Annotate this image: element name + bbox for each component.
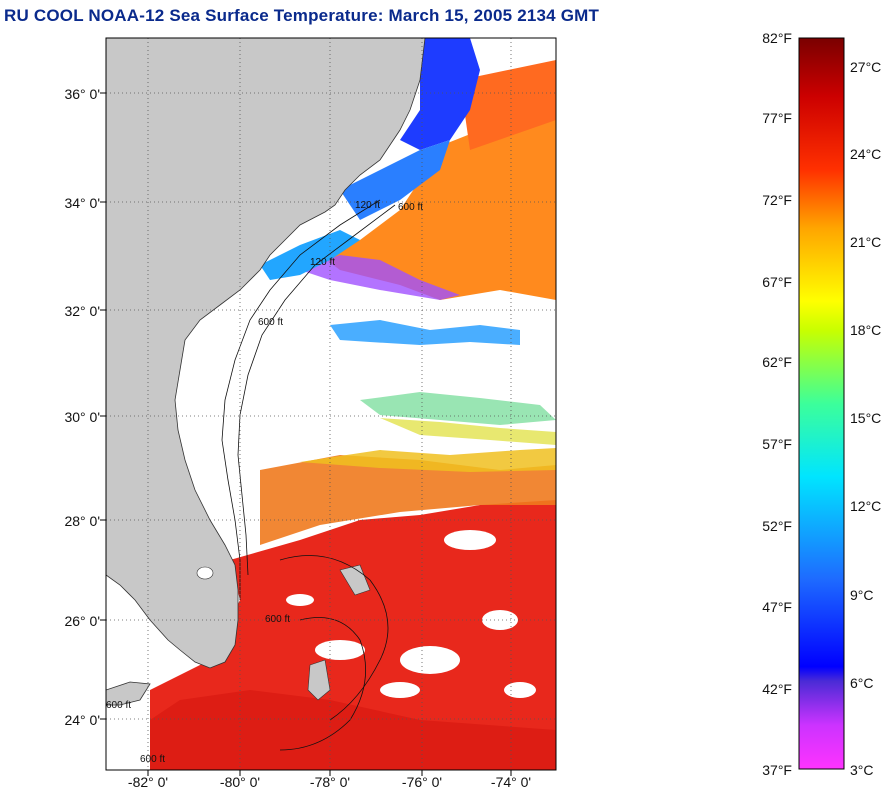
- land-mass-cuba: [106, 681, 151, 706]
- contour-label-600ft-bottom: 600 ft: [140, 754, 165, 765]
- map-panel: 120 ft 600 ft 120 ft 600 ft 600 ft 600 f…: [106, 38, 556, 770]
- lat-label-28: 28° 0': [64, 513, 100, 529]
- colorbar-f-82: 82°F: [762, 30, 792, 46]
- colorbar-c-27: 27°C: [850, 59, 882, 75]
- lat-label-30: 30° 0': [64, 409, 100, 425]
- map-frame: [105, 37, 557, 771]
- contour-label-600ft-north: 600 ft: [398, 202, 423, 213]
- contour-label-600ft-sw: 600 ft: [106, 700, 131, 711]
- bathymetry-contours: [221, 199, 396, 751]
- colorbar-f-67: 67°F: [762, 274, 792, 290]
- colorbar-f-52: 52°F: [762, 518, 792, 534]
- colorbar-c-3: 3°C: [850, 762, 874, 778]
- colorbar-f-62: 62°F: [762, 354, 792, 370]
- colorbar-f-42: 42°F: [762, 681, 792, 697]
- bahamas-islands: [196, 564, 371, 701]
- colorbar-c-9: 9°C: [850, 587, 874, 603]
- cloud-patches: [286, 530, 536, 698]
- map-title: RU COOL NOAA-12 Sea Surface Temperature:…: [4, 6, 600, 25]
- map-ticks: [100, 92, 512, 776]
- lat-label-24: 24° 0': [64, 712, 100, 728]
- colorbar-c-6: 6°C: [850, 675, 874, 691]
- colorbar-f-47: 47°F: [762, 599, 792, 615]
- lon-label-78: -78° 0': [309, 774, 351, 790]
- lat-label-26: 26° 0': [64, 613, 100, 629]
- colorbar-f-72: 72°F: [762, 192, 792, 208]
- contour-label-600ft-mid: 600 ft: [258, 317, 283, 328]
- lon-label-82: -82° 0': [127, 774, 169, 790]
- map-gridlines: [106, 38, 556, 770]
- colorbar-c-15: 15°C: [850, 410, 882, 426]
- land-mass-us: [106, 38, 426, 669]
- contour-label-120ft-mid: 120 ft: [310, 257, 335, 268]
- colorbar-c-12: 12°C: [850, 498, 882, 514]
- colorbar: [798, 37, 845, 770]
- lon-label-80: -80° 0': [219, 774, 261, 790]
- lon-label-76: -76° 0': [401, 774, 443, 790]
- colorbar-c-21: 21°C: [850, 234, 882, 250]
- lat-label-34: 34° 0': [64, 195, 100, 211]
- contour-label-600ft-south: 600 ft: [265, 614, 290, 625]
- lat-label-32: 32° 0': [64, 303, 100, 319]
- lon-label-74: -74° 0': [490, 774, 532, 790]
- colorbar-c-18: 18°C: [850, 322, 882, 338]
- contour-label-120ft-north: 120 ft: [355, 200, 380, 211]
- colorbar-f-77: 77°F: [762, 110, 792, 126]
- colorbar-c-24: 24°C: [850, 146, 882, 162]
- warm-sst-region: [150, 448, 556, 770]
- gulf-stream-band: [300, 60, 556, 300]
- mid-sst-patches: [330, 320, 556, 445]
- colorbar-f-37: 37°F: [762, 762, 792, 778]
- lat-label-36: 36° 0': [64, 86, 100, 102]
- colorbar-f-57: 57°F: [762, 436, 792, 452]
